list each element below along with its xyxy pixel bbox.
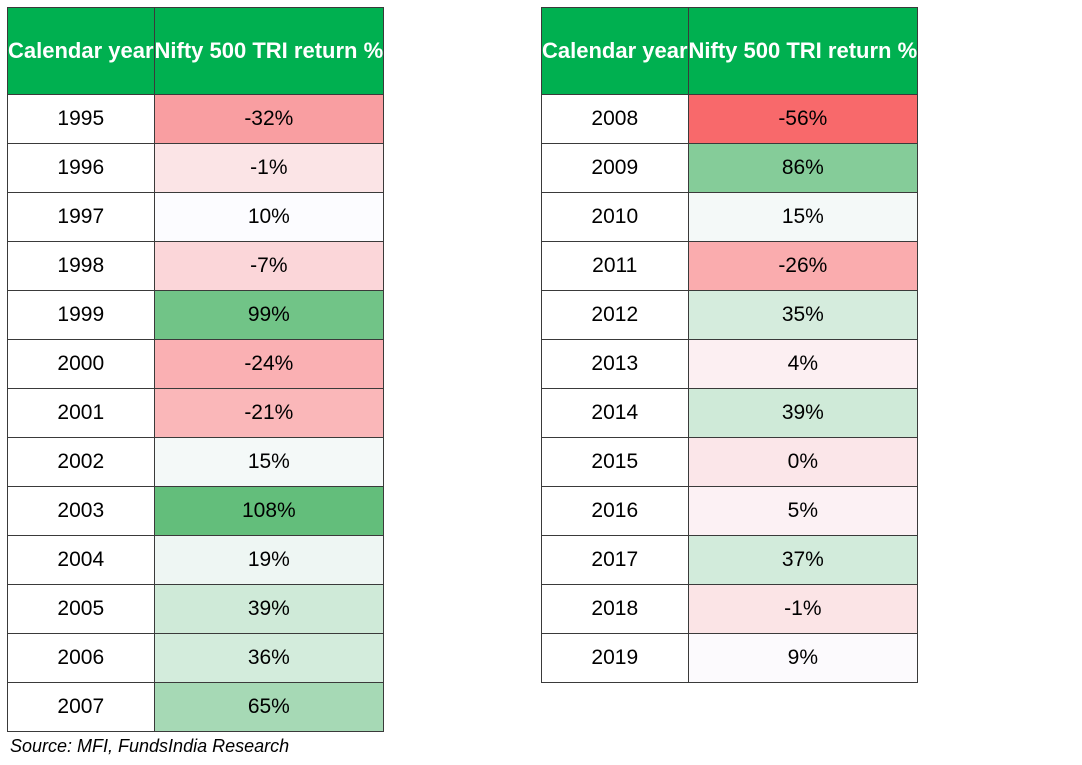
column-header-year: Calendar year [7,7,155,95]
year-cell: 2004 [7,535,155,585]
year-cell: 2002 [7,437,155,487]
table-row: 1998 -7% [7,241,385,291]
year-cell: 2012 [541,290,689,340]
header-row: Calendar year Nifty 500 TRI return % [7,7,385,95]
return-cell: 65% [153,682,385,732]
year-cell: 2019 [541,633,689,683]
table-row: 2000 -24% [7,339,385,389]
return-cell: -32% [153,94,385,144]
table-row: 2012 35% [541,290,919,340]
table-row: 1997 10% [7,192,385,242]
year-cell: 1996 [7,143,155,193]
year-cell: 2006 [7,633,155,683]
table-row: 2007 65% [7,682,385,732]
return-cell: 0% [687,437,919,487]
year-cell: 2013 [541,339,689,389]
table-row: 2016 5% [541,486,919,536]
table-row: 1999 99% [7,290,385,340]
table-row: 2005 39% [7,584,385,634]
return-cell: 9% [687,633,919,683]
return-cell: -7% [153,241,385,291]
year-cell: 2015 [541,437,689,487]
table-row: 1996 -1% [7,143,385,193]
table-row: 2001 -21% [7,388,385,438]
return-cell: 39% [153,584,385,634]
year-cell: 2008 [541,94,689,144]
header-row: Calendar year Nifty 500 TRI return % [541,7,919,95]
return-cell: -1% [687,584,919,634]
year-cell: 1997 [7,192,155,242]
table-row: 2006 36% [7,633,385,683]
return-cell: 15% [153,437,385,487]
return-cell: 99% [153,290,385,340]
year-cell: 2003 [7,486,155,536]
table-row: 2008 -56% [541,94,919,144]
return-cell: -56% [687,94,919,144]
return-cell: 4% [687,339,919,389]
year-cell: 2017 [541,535,689,585]
return-cell: 108% [153,486,385,536]
year-cell: 2007 [7,682,155,732]
year-cell: 2018 [541,584,689,634]
table-row: 2015 0% [541,437,919,487]
return-cell: 15% [687,192,919,242]
table-row: 1995 -32% [7,94,385,144]
return-cell: -26% [687,241,919,291]
table-row: 2014 39% [541,388,919,438]
source-note: Source: MFI, FundsIndia Research [10,736,290,756]
year-cell: 2000 [7,339,155,389]
return-cell: 10% [153,192,385,242]
table-row: 2003 108% [7,486,385,536]
table-row: 2011 -26% [541,241,919,291]
year-cell: 2009 [541,143,689,193]
return-cell: 36% [153,633,385,683]
year-cell: 1999 [7,290,155,340]
return-cell: 86% [687,143,919,193]
returns-table-left: Calendar year Nifty 500 TRI return % 199… [7,7,385,732]
table-row: 2018 -1% [541,584,919,634]
return-cell: -21% [153,388,385,438]
return-cell: 35% [687,290,919,340]
return-cell: 5% [687,486,919,536]
returns-table-right: Calendar year Nifty 500 TRI return % 200… [541,7,919,683]
year-cell: 2016 [541,486,689,536]
return-cell: 37% [687,535,919,585]
table-row: 2002 15% [7,437,385,487]
return-cell: -24% [153,339,385,389]
table-row: 2019 9% [541,633,919,683]
table-row: 2013 4% [541,339,919,389]
return-cell: 39% [687,388,919,438]
year-cell: 1995 [7,94,155,144]
table-row: 2009 86% [541,143,919,193]
table-row: 2010 15% [541,192,919,242]
column-header-return: Nifty 500 TRI return % [687,7,919,95]
year-cell: 2005 [7,584,155,634]
column-header-return: Nifty 500 TRI return % [153,7,385,95]
year-cell: 2011 [541,241,689,291]
table-row: 2004 19% [7,535,385,585]
return-cell: 19% [153,535,385,585]
column-header-year: Calendar year [541,7,689,95]
year-cell: 2014 [541,388,689,438]
year-cell: 1998 [7,241,155,291]
return-cell: -1% [153,143,385,193]
year-cell: 2001 [7,388,155,438]
year-cell: 2010 [541,192,689,242]
table-row: 2017 37% [541,535,919,585]
